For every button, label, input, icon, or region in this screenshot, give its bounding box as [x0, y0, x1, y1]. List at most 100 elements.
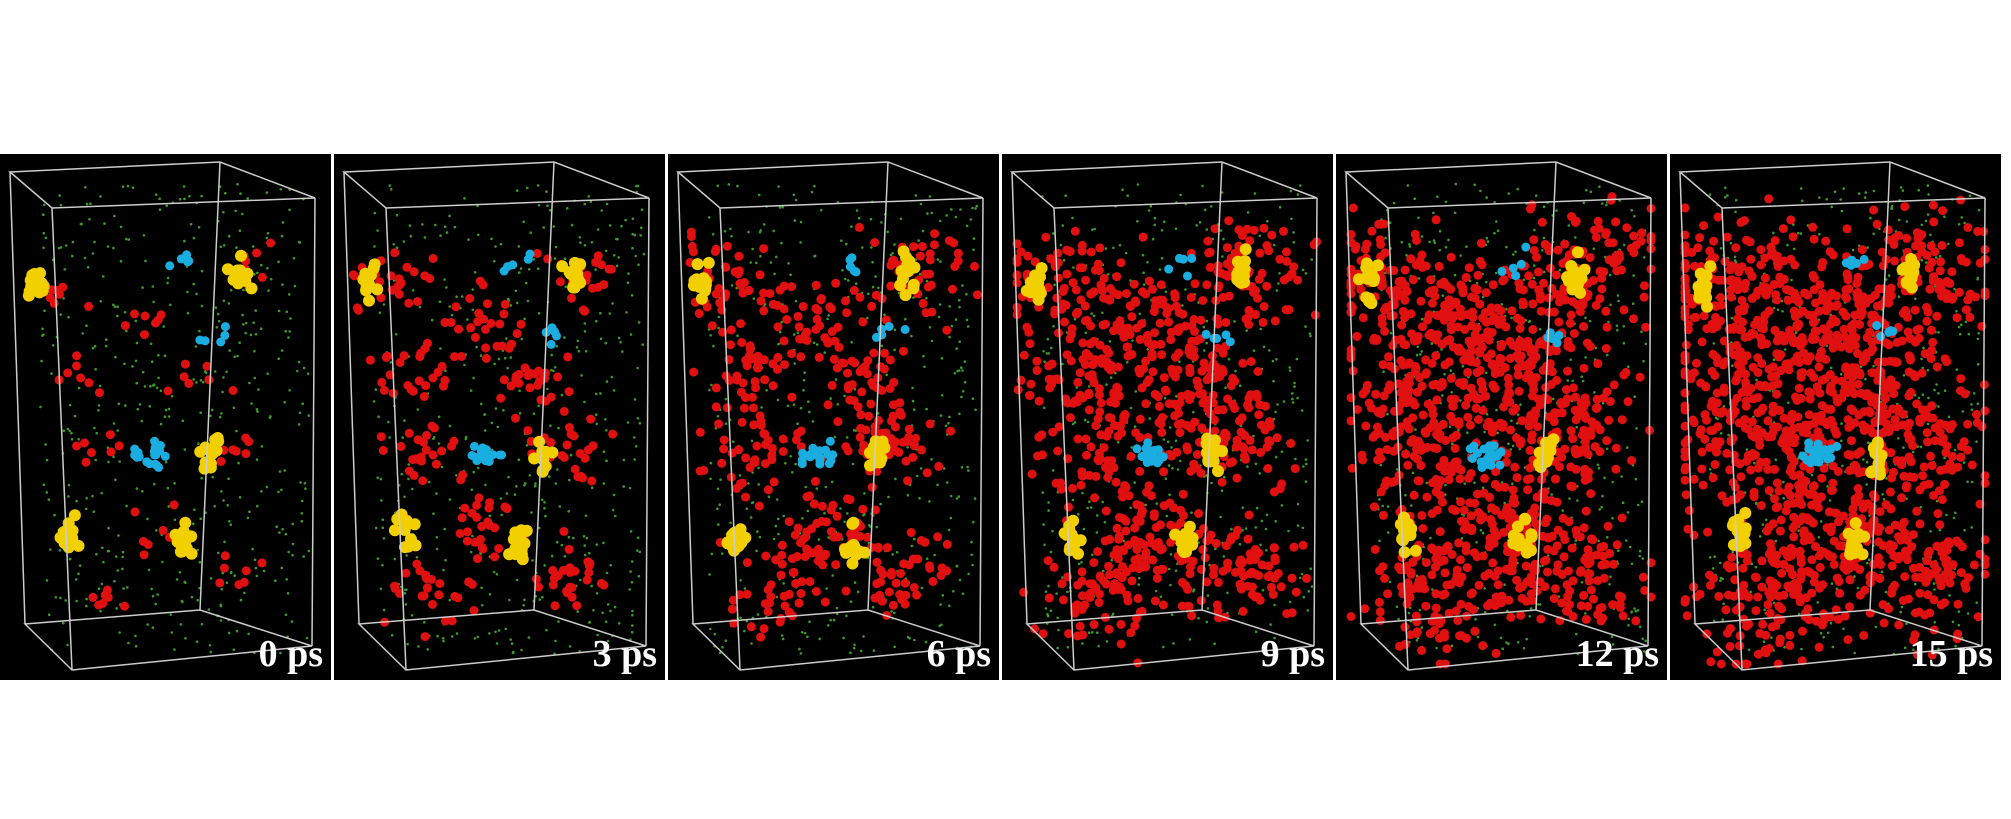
atom: [1543, 567, 1552, 577]
atom: [290, 620, 294, 623]
atom: [562, 588, 572, 598]
atom: [915, 251, 925, 261]
atom: [1119, 415, 1129, 425]
atom: [613, 605, 617, 609]
atom: [411, 487, 414, 491]
atom: [1601, 494, 1604, 498]
atom: [625, 311, 628, 314]
atom: [1129, 406, 1133, 410]
atom: [492, 341, 502, 351]
atom: [832, 618, 836, 622]
atom: [787, 392, 797, 402]
atom: [1511, 444, 1515, 448]
atom: [260, 263, 263, 267]
atom: [1195, 224, 1198, 227]
atom: [112, 422, 116, 425]
atom: [1157, 413, 1167, 422]
atom: [1305, 462, 1308, 466]
atom: [576, 339, 580, 343]
atom: [1294, 457, 1297, 461]
atom: [1638, 554, 1642, 558]
box-edge: [311, 197, 316, 647]
atom: [157, 376, 160, 380]
atom: [734, 445, 744, 455]
atom: [401, 436, 404, 439]
atom: [209, 414, 212, 418]
atom: [1064, 194, 1067, 197]
atom: [1621, 501, 1625, 505]
atom: [51, 344, 55, 347]
atom: [1151, 523, 1161, 532]
atom: [903, 476, 913, 486]
atom: [288, 208, 291, 212]
atom: [307, 414, 311, 417]
atom: [305, 636, 309, 640]
atom: [1449, 369, 1453, 372]
atom: [300, 512, 304, 515]
atom: [802, 327, 812, 337]
atom: [1094, 598, 1104, 607]
atom: [1081, 642, 1084, 645]
atom: [477, 522, 487, 531]
atom: [204, 375, 214, 385]
atom: [807, 524, 817, 534]
atom: [845, 614, 848, 618]
atom: [958, 340, 961, 343]
atom: [511, 371, 521, 381]
atom: [471, 534, 474, 538]
atom: [395, 357, 405, 367]
atom: [471, 288, 474, 291]
atom: [912, 408, 916, 411]
atom: [1265, 513, 1269, 517]
atom: [280, 566, 284, 570]
atom: [1135, 414, 1145, 424]
atom: [423, 236, 427, 239]
atom: [1291, 401, 1295, 404]
atom: [151, 626, 155, 629]
atom: [1067, 324, 1077, 334]
atom: [1403, 460, 1413, 470]
atom: [1603, 521, 1613, 531]
atom: [599, 337, 603, 340]
atom: [1209, 563, 1219, 573]
atom: [864, 459, 876, 472]
atom: [420, 271, 430, 281]
atom: [106, 447, 116, 457]
atom: [1027, 469, 1037, 479]
atom: [1440, 568, 1450, 578]
atom: [287, 336, 290, 339]
atom: [1078, 338, 1088, 348]
atom: [639, 234, 642, 237]
atom: [1446, 284, 1456, 294]
atom: [116, 305, 119, 308]
atom: [887, 495, 890, 499]
atom: [872, 557, 882, 567]
atom: [1432, 444, 1442, 453]
atom: [387, 420, 390, 424]
atom: [216, 337, 226, 347]
atom: [505, 337, 508, 340]
atom: [1370, 545, 1380, 554]
atom: [1552, 566, 1562, 576]
atom: [388, 524, 401, 537]
atom: [139, 550, 149, 560]
atom: [967, 572, 970, 576]
atom: [1081, 275, 1091, 285]
atom: [1136, 220, 1139, 223]
atom: [1117, 428, 1127, 438]
atom: [519, 267, 523, 270]
atom: [241, 449, 251, 459]
atom: [1418, 410, 1428, 420]
atom: [66, 427, 70, 431]
atom: [236, 354, 239, 358]
atom: [1213, 642, 1216, 645]
atom: [1268, 349, 1271, 352]
atom: [721, 262, 731, 272]
atom: [376, 229, 379, 232]
atom: [1245, 329, 1248, 332]
atom: [843, 381, 853, 391]
atom: [1459, 377, 1469, 387]
atom: [1304, 272, 1308, 275]
atom: [1580, 581, 1584, 584]
atom: [940, 394, 944, 397]
